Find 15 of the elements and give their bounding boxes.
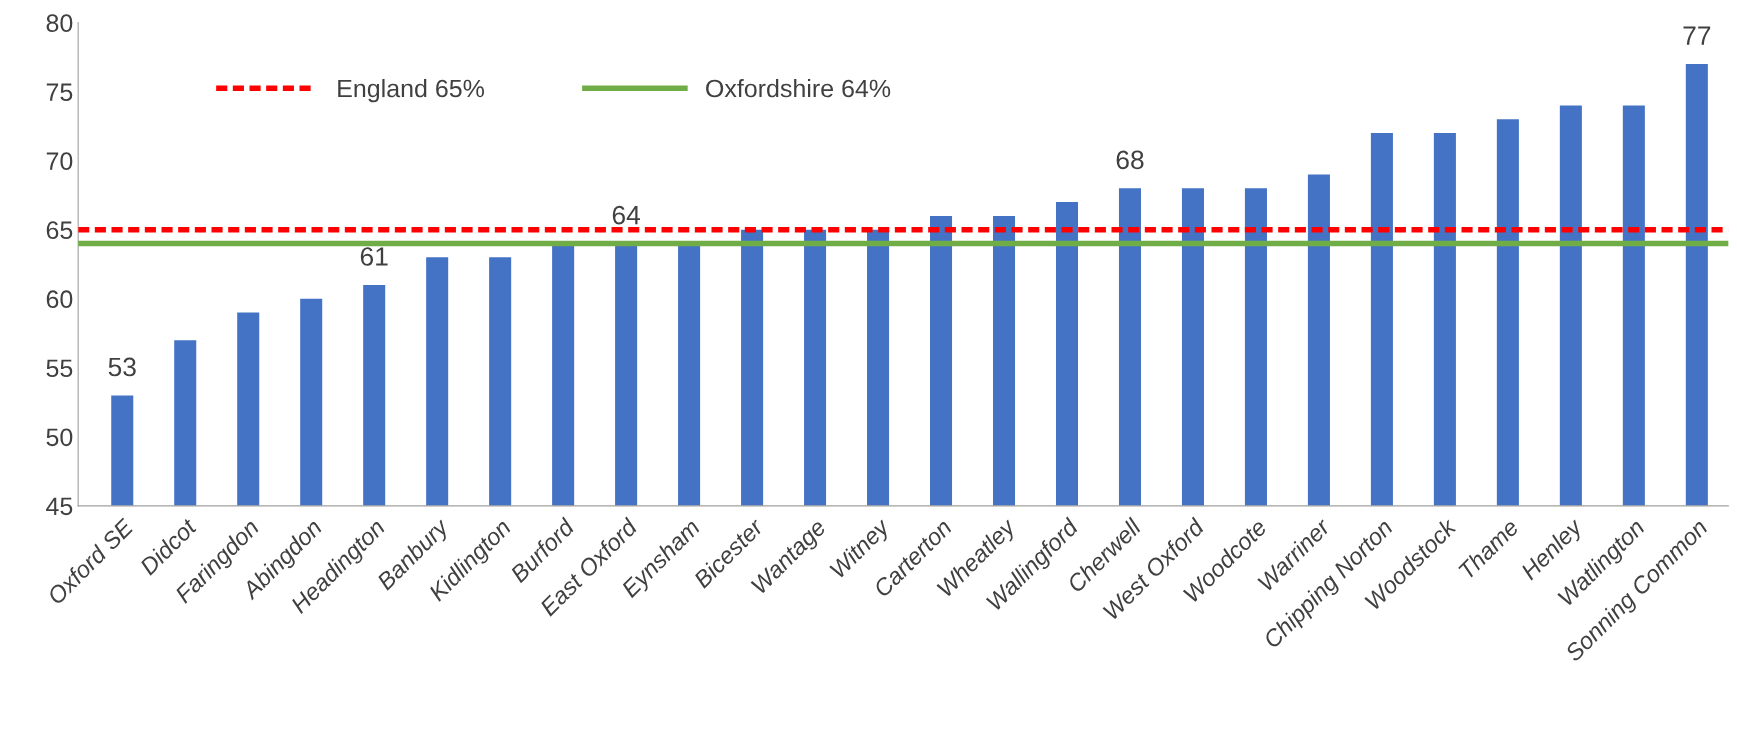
y-tick-label: 70 [46,152,73,171]
y-tick-label: 45 [46,497,73,516]
y-tick-label: 80 [46,14,73,32]
data-label: 53 [108,357,136,377]
y-tick-label: 75 [46,83,73,101]
data-label: 77 [1683,26,1711,45]
data-label: 64 [612,205,641,225]
y-tick-label: 50 [46,428,73,447]
legend-label: Oxfordshire 64% [706,78,891,98]
y-tick-label: 55 [46,359,73,378]
legend-label: England 65% [338,78,485,103]
data-label: 61 [360,247,388,266]
y-tick-label: 65 [46,221,73,240]
y-tick-label: 60 [46,290,73,309]
data-label: 68 [1116,150,1144,170]
